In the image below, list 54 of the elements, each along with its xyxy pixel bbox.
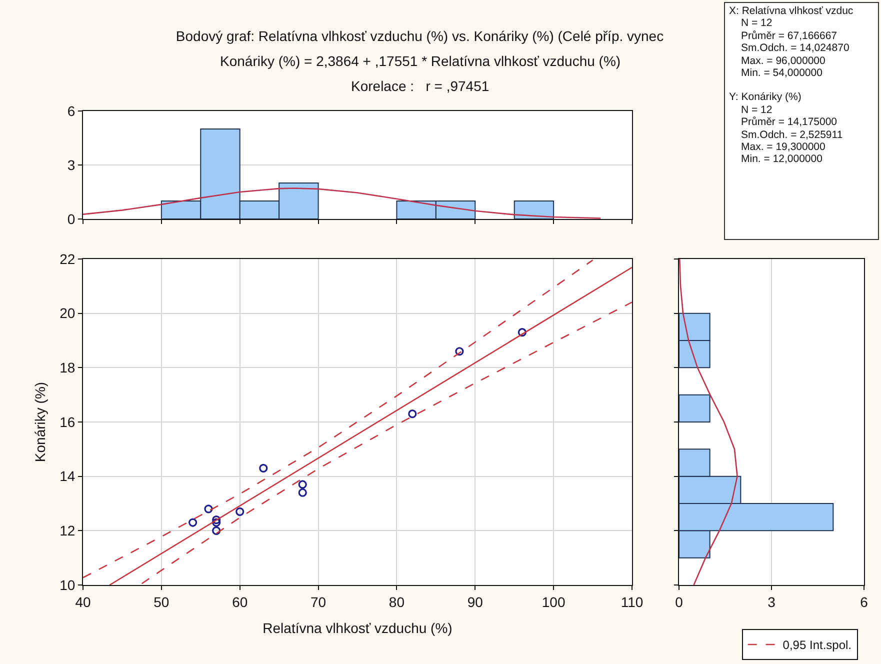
- x-tick-label: 60: [232, 594, 248, 610]
- y-tick-label: 14: [60, 468, 76, 484]
- x-tick-label: 110: [620, 594, 644, 610]
- y-tick-label: 20: [60, 305, 76, 322]
- text: Min. = 54,000000: [740, 67, 824, 80]
- y-axis-title: Konáriky (%): [32, 382, 48, 462]
- text: Průměr = 67,166667: [740, 30, 838, 42]
- text: Průměr = 14,175000: [740, 116, 838, 129]
- text: Sm.Odch. = 14,024870: [740, 42, 850, 55]
- y-tick-label: 12: [60, 522, 76, 539]
- text: N = 12: [740, 17, 774, 30]
- line-series: [83, 259, 594, 578]
- y-tick-label: 16: [60, 414, 76, 430]
- x-tick-label: 100: [542, 594, 566, 610]
- x-tick-label: 50: [154, 594, 170, 610]
- point: [408, 410, 417, 418]
- x-axis-title: Relatívna vlhkosť vzduchu (%): [262, 620, 452, 636]
- y-tick-label: 0: [67, 210, 76, 227]
- y-tick-label: 18: [60, 360, 76, 376]
- point: [204, 504, 213, 514]
- y-tick-label: 10: [60, 576, 76, 593]
- x-tick-label: 70: [310, 594, 326, 610]
- y-tick-label: 3: [67, 156, 76, 173]
- point: [518, 328, 526, 337]
- legend-label: 0,95 Int.spol.: [782, 638, 852, 652]
- x-tick-label: 6: [860, 594, 868, 610]
- point: [188, 518, 198, 527]
- point: [212, 516, 221, 524]
- x-tick-label: 0: [675, 594, 684, 610]
- point: [259, 464, 268, 472]
- x-tick-label: 3: [768, 594, 776, 610]
- x-tick-label: 90: [467, 594, 484, 610]
- point: [236, 507, 244, 516]
- text: Sm.Odch. = 2,525911: [740, 128, 844, 142]
- chart-title: Bodový graf: Relatívna vlhkosť vzduchu (%) vs. Konáriky (%) (Celé příp. vynec: [176, 28, 664, 44]
- text: Y: Konáriky (%): [729, 91, 802, 104]
- text: Max. = 19,300000: [740, 141, 826, 154]
- x-tick-label: 40: [75, 594, 91, 610]
- text: N = 12: [740, 104, 774, 116]
- point: [212, 518, 221, 527]
- line-series: [83, 188, 602, 219]
- text: Max. = 96,000000: [740, 54, 826, 68]
- text: X: Relatívna vlhkosť vzduc: [729, 5, 854, 18]
- point: [455, 347, 464, 356]
- text: Korelace : r = ,97451: [351, 78, 490, 94]
- point: [298, 480, 307, 489]
- line-series: [141, 302, 632, 584]
- point: [212, 526, 221, 535]
- y-tick-label: 6: [67, 102, 76, 119]
- x-tick-label: 80: [388, 594, 405, 610]
- y-tick-label: 22: [60, 250, 76, 267]
- chart-subtitle: Konáriky (%) = 2,3864 + ,17551 * Relatívna vlhkosť vzduchu (%): [220, 53, 621, 69]
- point: [298, 488, 307, 497]
- text: Min. = 12,000000: [740, 153, 824, 166]
